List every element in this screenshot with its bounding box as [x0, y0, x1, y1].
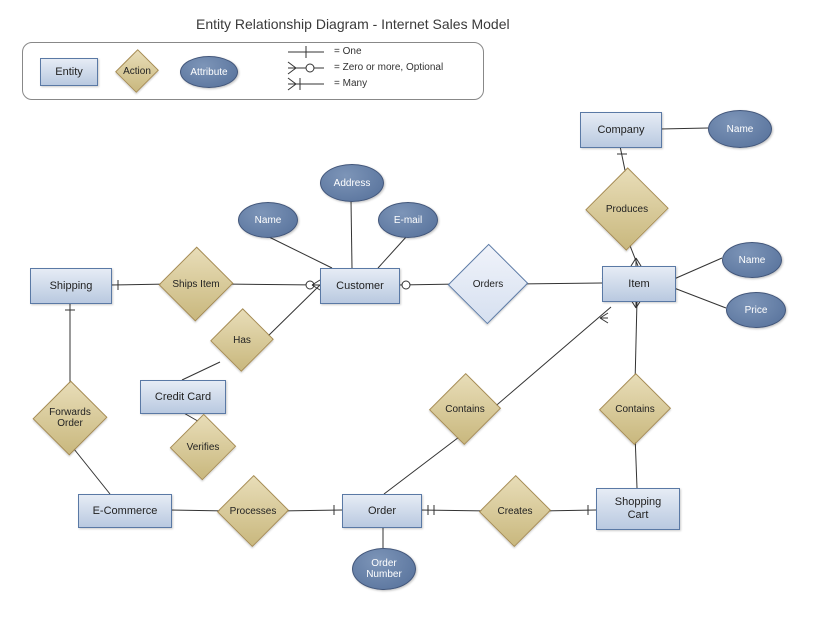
entity-creditcard: Credit Card [140, 380, 226, 414]
attribute-it_name: Name [722, 242, 782, 278]
legend-action-sample: Action [122, 56, 152, 86]
er-diagram-canvas: Entity Relationship Diagram - Internet S… [0, 0, 828, 620]
entity-customer: Customer [320, 268, 400, 304]
attribute-ord_num: Order Number [352, 548, 416, 590]
action-label-forwards: Forwards Order [49, 407, 91, 429]
legend-entity-sample: Entity [40, 58, 98, 86]
edge [351, 200, 352, 268]
edge [222, 284, 320, 285]
action-has: Has [220, 318, 264, 362]
action-produces: Produces [598, 180, 656, 238]
edge [674, 258, 722, 279]
diagram-title: Entity Relationship Diagram - Internet S… [196, 16, 510, 32]
action-label-verifies: Verifies [187, 442, 220, 453]
action-processes: Processes [228, 486, 278, 536]
action-label-produces: Produces [606, 204, 648, 215]
entity-ecommerce: E-Commerce [78, 494, 172, 528]
entity-item: Item [602, 266, 676, 302]
entity-order: Order [342, 494, 422, 528]
legend-entity-label: Entity [55, 66, 83, 78]
action-shipsitem: Ships Item [170, 258, 222, 310]
legend-action-label: Action [123, 66, 151, 77]
entity-shipping: Shipping [30, 268, 112, 304]
action-label-orders: Orders [473, 279, 504, 290]
action-label-contains1: Contains [445, 404, 484, 415]
action-contains1: Contains [440, 384, 490, 434]
action-forwards: Forwards Order [44, 392, 96, 444]
legend-many: = Many [334, 78, 367, 89]
action-contains2: Contains [610, 384, 660, 434]
action-verifies: Verifies [180, 424, 226, 470]
attribute-cu_email: E-mail [378, 202, 438, 238]
entity-cart: Shopping Cart [596, 488, 680, 530]
edge [70, 444, 110, 494]
legend-one: = One [334, 46, 362, 57]
edge [660, 128, 708, 129]
edge [264, 285, 320, 340]
action-label-processes: Processes [230, 506, 277, 517]
edge [516, 283, 602, 284]
edge [267, 236, 332, 268]
attribute-co_name: Name [708, 110, 772, 148]
edge [674, 288, 726, 308]
action-label-has: Has [233, 335, 251, 346]
edge [635, 300, 637, 384]
legend-optional: = Zero or more, Optional [334, 62, 443, 73]
attribute-cu_addr: Address [320, 164, 384, 202]
action-orders: Orders [460, 256, 516, 312]
edge [378, 236, 407, 268]
action-label-creates: Creates [497, 506, 532, 517]
action-creates: Creates [490, 486, 540, 536]
entity-company: Company [580, 112, 662, 148]
attribute-it_price: Price [726, 292, 786, 328]
edge [182, 362, 220, 380]
legend-attribute-sample: Attribute [180, 56, 238, 88]
attribute-cu_name: Name [238, 202, 298, 238]
legend-attribute-label: Attribute [190, 67, 227, 78]
action-label-shipsitem: Ships Item [172, 279, 219, 290]
action-label-contains2: Contains [615, 404, 654, 415]
edge [384, 307, 611, 494]
